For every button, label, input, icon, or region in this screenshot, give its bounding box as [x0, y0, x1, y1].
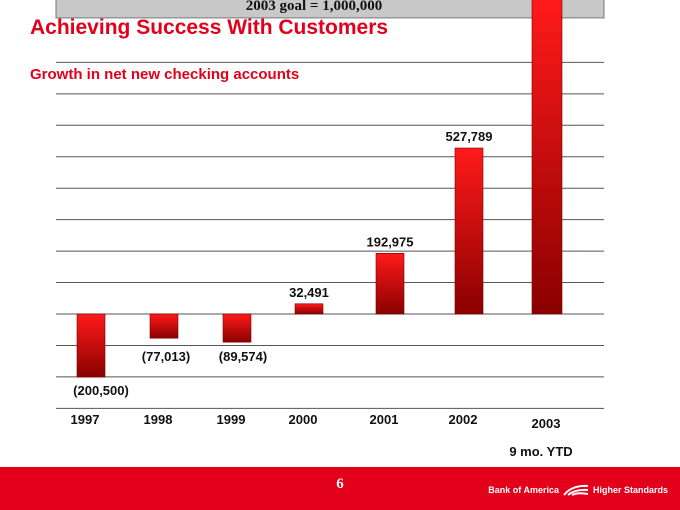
category-label-2003: 2003 [532, 416, 561, 431]
value-label-1997: (200,500) [73, 383, 129, 398]
page-number: 6 [336, 476, 344, 492]
value-label-1998: (77,013) [142, 349, 190, 364]
category-label-1999: 1999 [217, 412, 246, 427]
bar-2000 [294, 303, 324, 315]
category-label-2000: 2000 [289, 412, 318, 427]
category-label-2002: 2002 [449, 412, 478, 427]
value-label-1999: (89,574) [219, 349, 267, 364]
page-title: Achieving Success With Customers [30, 16, 389, 39]
category-sublabel-2003: 9 mo. YTD [509, 444, 572, 459]
bar-2003 [531, 0, 563, 315]
value-label-2001: 192,975 [367, 234, 414, 249]
bar-1999 [222, 313, 252, 343]
bar-2002 [454, 147, 484, 315]
category-label-1998: 1998 [144, 412, 173, 427]
bank-tagline: Higher Standards [592, 485, 668, 495]
page-subtitle: Growth in net new checking accounts [30, 66, 300, 83]
bank-logo: Bank of America Higher Standards [488, 484, 668, 496]
bar-1997 [76, 313, 106, 378]
value-label-2002: 527,789 [446, 129, 493, 144]
bank-name: Bank of America [488, 485, 559, 495]
bar-2001 [375, 253, 405, 315]
bar-1998 [149, 313, 179, 339]
category-label-1997: 1997 [71, 412, 100, 427]
category-label-2001: 2001 [370, 412, 399, 427]
goal-band [55, 0, 605, 19]
goal-label: 2003 goal = 1,000,000 [246, 0, 382, 14]
footer-bar: 6 Bank of America Higher Standards [0, 467, 680, 510]
flag-icon [563, 484, 589, 496]
net-new-checking-chart: 2003 goal = 1,000,000 (200,500) 1997 (77,01… [55, 0, 605, 459]
value-label-2000: 32,491 [289, 285, 329, 300]
